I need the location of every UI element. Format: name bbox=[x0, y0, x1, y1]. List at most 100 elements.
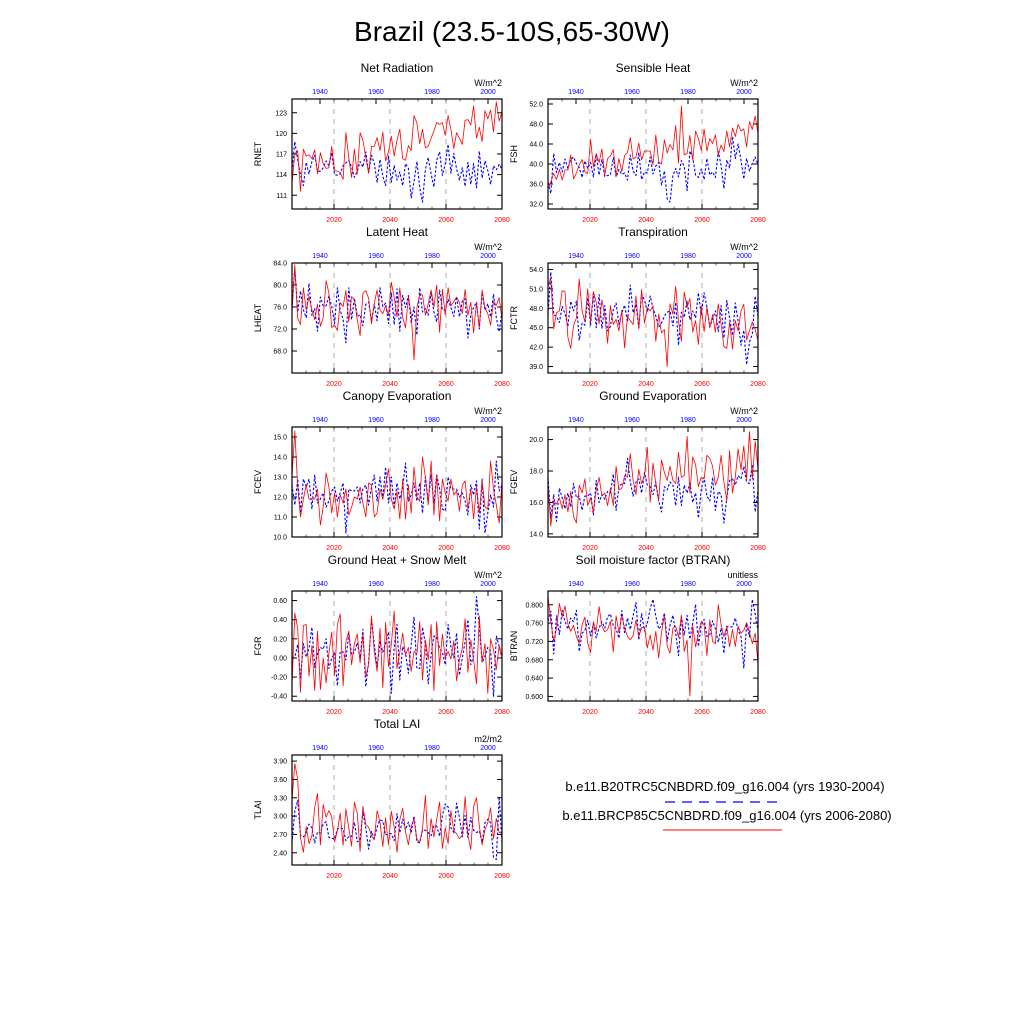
plot-frame bbox=[291, 754, 503, 866]
y-tick-label: 52.0 bbox=[529, 102, 543, 109]
y-tick-label: 2.40 bbox=[273, 850, 287, 857]
top-tick-label: 2000 bbox=[480, 253, 496, 260]
y-tick-label: 16.0 bbox=[529, 500, 543, 507]
y-tick-label: 68.0 bbox=[273, 349, 287, 356]
top-tick-label: 1980 bbox=[424, 745, 440, 752]
top-tick-label: 1940 bbox=[568, 253, 584, 260]
y-tick-label: 0.640 bbox=[525, 676, 543, 683]
panel-btran: Soil moisture factor (BTRAN) unitless BTRA… bbox=[509, 553, 766, 716]
bottom-tick-label: 2040 bbox=[638, 381, 654, 388]
y-tick-label: 114 bbox=[276, 172, 287, 179]
y-axis-label: BTRAN bbox=[509, 631, 519, 662]
top-tick-label: 1960 bbox=[624, 581, 640, 588]
plot-frame bbox=[291, 98, 503, 210]
bottom-tick-label: 2060 bbox=[438, 217, 454, 224]
bottom-tick-label: 2080 bbox=[494, 545, 510, 552]
series-line-future bbox=[548, 595, 758, 697]
bottom-tick-label: 2060 bbox=[694, 217, 710, 224]
series-line-historical bbox=[292, 141, 502, 203]
y-tick-label: 48.0 bbox=[529, 306, 543, 313]
bottom-tick-label: 2080 bbox=[494, 381, 510, 388]
series-line-historical bbox=[548, 457, 758, 524]
top-tick-label: 1980 bbox=[424, 417, 440, 424]
top-tick-label: 2000 bbox=[736, 581, 752, 588]
y-tick-label: 12.0 bbox=[273, 495, 287, 502]
bottom-tick-label: 2080 bbox=[750, 381, 766, 388]
top-tick-label: 1980 bbox=[424, 253, 440, 260]
bottom-tick-label: 2040 bbox=[638, 217, 654, 224]
legend: b.e11.B20TRC5CNBDRD.f09_g16.004 (yrs 193… bbox=[562, 779, 892, 831]
bottom-tick-label: 2060 bbox=[438, 545, 454, 552]
panel-title: Total LAI bbox=[374, 717, 421, 731]
bottom-tick-label: 2020 bbox=[326, 709, 342, 716]
y-tick-label: 42.0 bbox=[529, 345, 543, 352]
plot-frame bbox=[291, 426, 503, 538]
y-axis-label: FGR bbox=[253, 636, 263, 655]
series-line-future bbox=[548, 105, 758, 190]
series-line-historical bbox=[548, 598, 758, 669]
y-axis-label: FSH bbox=[509, 145, 519, 163]
bottom-tick-label: 2040 bbox=[382, 873, 398, 880]
y-tick-label: 0.20 bbox=[273, 636, 287, 643]
bottom-tick-label: 2040 bbox=[638, 709, 654, 716]
series-line-historical bbox=[292, 796, 502, 861]
units-label: m2/m2 bbox=[474, 734, 502, 744]
panel-fgev: Ground Evaporation W/m^2 FGEV 1940 1960 1980 2… bbox=[509, 389, 766, 552]
units-label: W/m^2 bbox=[730, 78, 758, 88]
series-line-future bbox=[548, 431, 758, 527]
y-tick-label: 0.680 bbox=[525, 657, 543, 664]
top-tick-label: 2000 bbox=[736, 253, 752, 260]
bottom-tick-label: 2080 bbox=[494, 873, 510, 880]
top-tick-label: 1980 bbox=[680, 253, 696, 260]
bottom-tick-label: 2060 bbox=[694, 381, 710, 388]
top-tick-label: 1980 bbox=[680, 581, 696, 588]
y-tick-label: 13.0 bbox=[273, 475, 287, 482]
y-tick-label: 2.70 bbox=[273, 832, 287, 839]
top-tick-label: 1980 bbox=[424, 581, 440, 588]
y-tick-label: 20.0 bbox=[529, 437, 543, 444]
panel-lheat: Latent Heat W/m^2 LHEAT 1940 1960 1980 2000 202… bbox=[253, 225, 510, 388]
y-tick-label: -0.20 bbox=[271, 675, 287, 682]
legend-label-historical: b.e11.B20TRC5CNBDRD.f09_g16.004 (yrs 193… bbox=[565, 779, 884, 794]
bottom-tick-label: 2040 bbox=[638, 545, 654, 552]
bottom-tick-label: 2080 bbox=[750, 217, 766, 224]
y-tick-label: 10.0 bbox=[273, 535, 287, 542]
bottom-tick-label: 2040 bbox=[382, 709, 398, 716]
panel-title: Soil moisture factor (BTRAN) bbox=[576, 553, 731, 567]
bottom-tick-label: 2040 bbox=[382, 217, 398, 224]
bottom-tick-label: 2020 bbox=[326, 381, 342, 388]
series-line-historical bbox=[292, 596, 502, 697]
top-tick-label: 2000 bbox=[736, 417, 752, 424]
top-tick-label: 1940 bbox=[568, 417, 584, 424]
y-tick-label: 111 bbox=[276, 193, 287, 200]
series-line-future bbox=[292, 610, 502, 694]
bottom-tick-label: 2020 bbox=[582, 545, 598, 552]
series-line-future bbox=[292, 264, 502, 361]
top-tick-label: 1960 bbox=[624, 417, 640, 424]
top-tick-label: 2000 bbox=[480, 417, 496, 424]
units-label: W/m^2 bbox=[474, 406, 502, 416]
panel-title: Ground Evaporation bbox=[599, 389, 706, 403]
plot-frame bbox=[547, 262, 759, 374]
y-tick-label: 44.0 bbox=[529, 142, 543, 149]
bottom-tick-label: 2020 bbox=[582, 709, 598, 716]
panel-tlai: Total LAI m2/m2 TLAI 1940 1960 1980 2000 2020 20… bbox=[253, 717, 510, 880]
bottom-tick-label: 2080 bbox=[494, 709, 510, 716]
y-tick-label: 3.00 bbox=[273, 814, 287, 821]
y-tick-label: 18.0 bbox=[529, 469, 543, 476]
top-tick-label: 1940 bbox=[312, 745, 328, 752]
bottom-tick-label: 2080 bbox=[750, 709, 766, 716]
y-tick-label: 0.00 bbox=[273, 655, 287, 662]
series-line-historical bbox=[292, 267, 502, 344]
plot-frame bbox=[291, 262, 503, 374]
panel-title: Latent Heat bbox=[366, 225, 429, 239]
bottom-tick-label: 2020 bbox=[582, 381, 598, 388]
y-tick-label: 14.0 bbox=[273, 455, 287, 462]
y-tick-label: 72.0 bbox=[273, 327, 287, 334]
y-tick-label: 0.40 bbox=[273, 617, 287, 624]
y-tick-label: 3.60 bbox=[273, 777, 287, 784]
panel-fgr: Ground Heat + Snow Melt W/m^2 FGR 1940 1960 1… bbox=[253, 553, 510, 716]
y-axis-label: FGEV bbox=[509, 470, 519, 495]
y-tick-label: 51.0 bbox=[529, 286, 543, 293]
series-line-historical bbox=[292, 460, 502, 534]
